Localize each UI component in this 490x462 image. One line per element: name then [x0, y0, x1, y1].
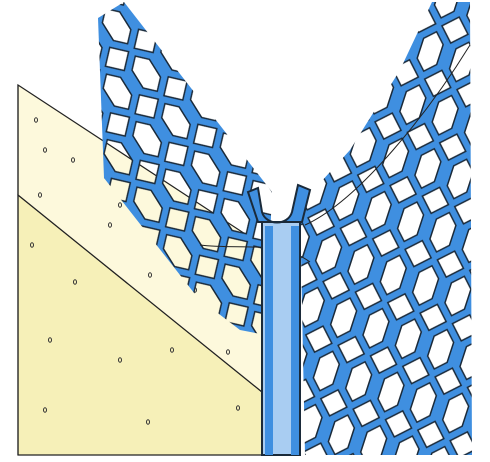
wire — [304, 44, 471, 226]
right-mesh-wing — [300, 2, 472, 455]
dot — [43, 147, 47, 153]
dot — [118, 202, 122, 208]
bead-edge — [265, 226, 273, 455]
dot — [226, 349, 230, 355]
dot — [43, 407, 47, 413]
dot — [38, 192, 42, 198]
dot — [148, 272, 152, 278]
dot — [34, 117, 38, 123]
dot — [118, 357, 122, 363]
bead-crown — [246, 183, 312, 224]
left-mesh-wing — [98, 2, 272, 335]
dot — [73, 279, 77, 285]
dot — [108, 222, 112, 228]
dot — [48, 337, 52, 343]
dot — [146, 419, 150, 425]
dot — [170, 347, 174, 353]
dot — [236, 405, 240, 411]
bead-edge — [291, 226, 299, 455]
dot — [30, 242, 34, 248]
dot — [71, 157, 75, 163]
